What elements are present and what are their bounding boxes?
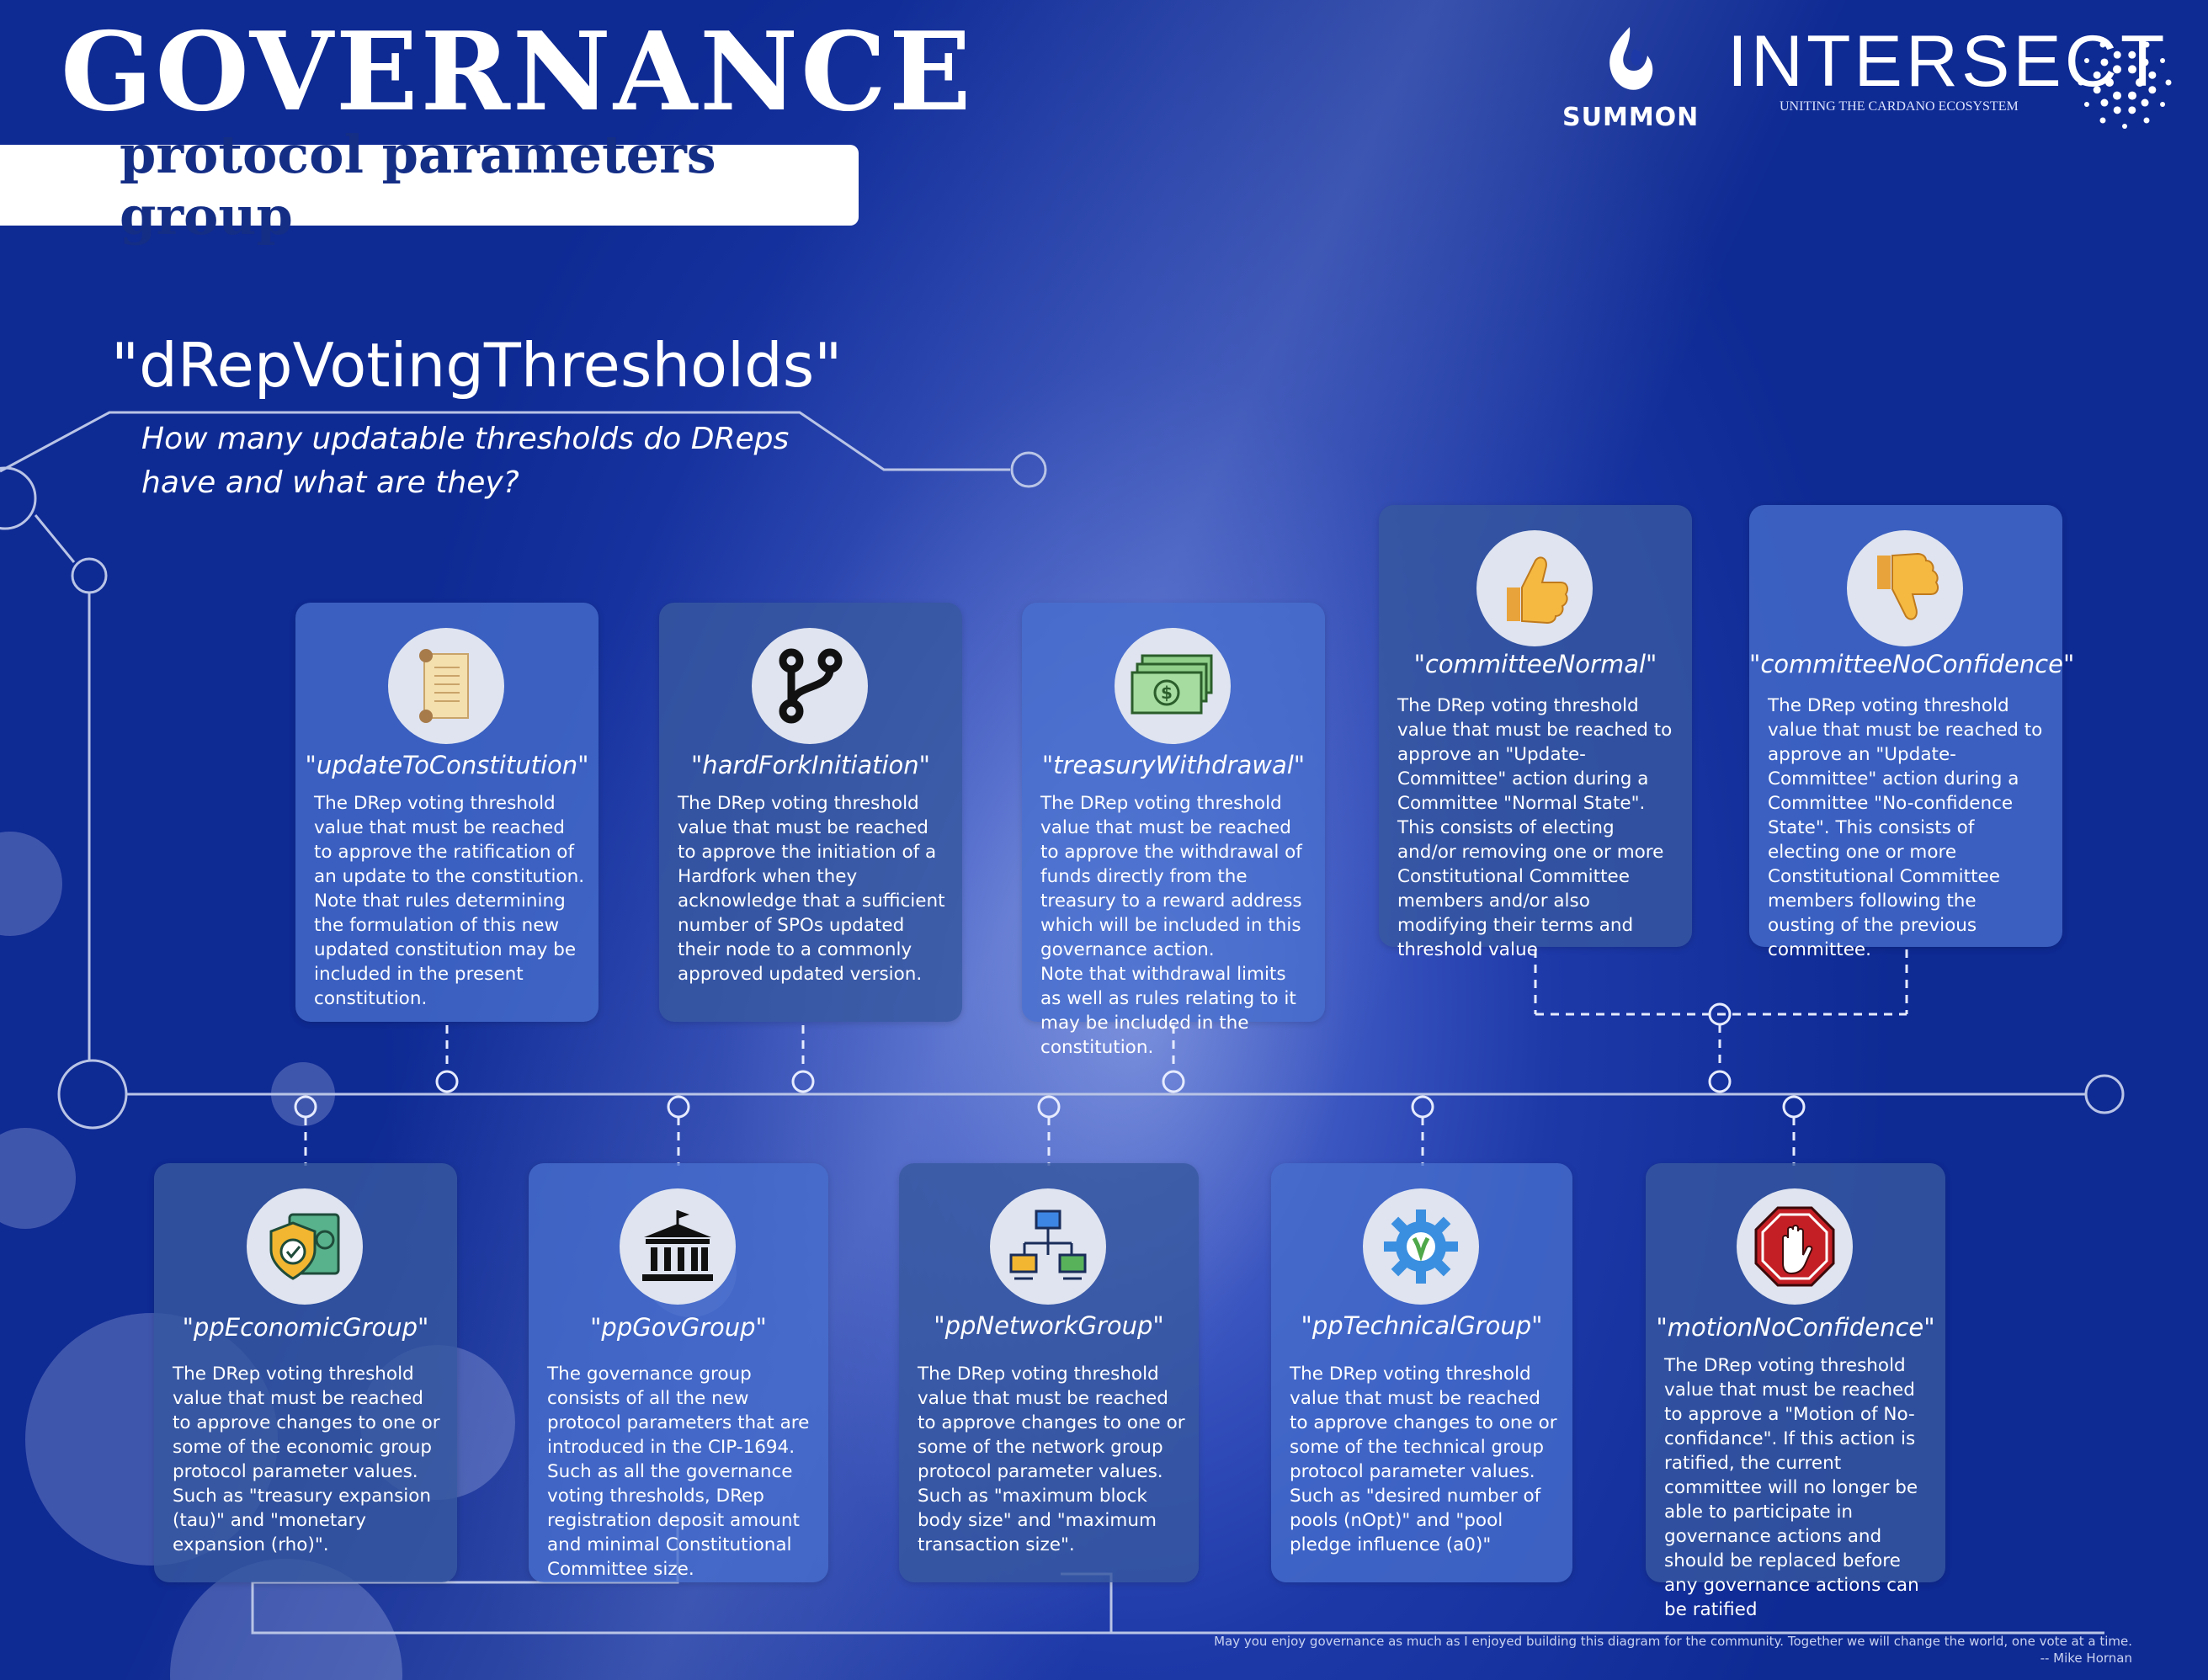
flame-icon [1609,27,1653,90]
footer-quote: May you enjoy governance as much as I en… [1214,1634,2132,1649]
scroll-icon [388,628,504,744]
card-hard-fork-initiation: "hardForkInitiation" The DRep voting thr… [659,603,962,1022]
card-name: "ppNetworkGroup" [934,1311,1164,1340]
card-name: "ppEconomicGroup" [182,1313,429,1342]
card-motion-no-confidence: "motionNoConfidence" The DRep voting thr… [1646,1163,1945,1620]
card-description: The DRep voting threshold value that mus… [1768,695,2043,960]
card-description: The DRep voting threshold value that mus… [1397,695,1673,960]
card-description: The DRep voting threshold value that mus… [173,1364,440,1555]
thumbs-down-icon [1847,530,1963,646]
summon-logo-text: SUMMON [1562,103,1700,132]
card-treasury-withdrawal: $ "treasuryWithdrawal" The DRep voting t… [1022,603,1325,1058]
card-pp-gov-group: "ppGovGroup" The governance group consis… [529,1163,828,1582]
government-building-icon [620,1188,736,1305]
thumbs-up-icon [1476,530,1593,646]
summon-logo: SUMMON [1562,24,1700,133]
card-description: The DRep voting threshold value that mus… [1040,793,1302,1058]
card-pp-economic-group: "ppEconomicGroup" The DRep voting thresh… [154,1163,457,1582]
intersect-tagline: UNITING THE CARDANO ECOSYSTEM [1780,99,2019,114]
card-name: "ppTechnicalGroup" [1301,1311,1543,1340]
intersect-logo: INTERSECT UNITING THE CARDANO ECOSYSTEM [1727,21,2168,135]
card-update-to-constitution: "updateToConstitution" The DRep voting t… [295,603,599,1022]
parameter-question: How many updatable thresholds do DReps h… [141,422,790,500]
card-name: "updateToConstitution" [305,751,589,779]
network-icon [990,1188,1106,1305]
card-pp-network-group: "ppNetworkGroup" The DRep voting thresho… [899,1163,1199,1582]
card-committee-normal: "committeeNormal" The DRep voting thresh… [1379,505,1692,960]
card-description: The DRep voting threshold value that mus… [918,1364,1185,1555]
card-description: The DRep voting threshold value that mus… [1664,1355,1919,1620]
card-committee-no-confidence: "committeeNoConfidence" The DRep voting … [1749,505,2075,960]
footer-author: -- Mike Hornan [2040,1651,2132,1666]
fork-icon [752,628,868,744]
subtitle-text: protocol parameters group [120,124,716,247]
gear-wrench-icon [1363,1188,1479,1305]
card-description: The DRep voting threshold value that mus… [314,793,585,1009]
card-name: "treasuryWithdrawal" [1041,751,1306,779]
card-name: "ppGovGroup" [590,1313,767,1342]
intersect-logo-text: INTERSECT [1727,21,2168,102]
cardano-icon [2066,24,2184,141]
stop-hand-icon [1737,1188,1853,1305]
card-name: "committeeNoConfidence" [1749,650,2075,678]
card-pp-technical-group: "ppTechnicalGroup" The DRep voting thres… [1271,1163,1572,1582]
card-name: "committeeNormal" [1413,650,1657,678]
shield-money-icon [247,1188,363,1305]
card-name: "motionNoConfidence" [1656,1313,1935,1342]
card-name: "hardForkInitiation" [690,751,931,779]
svg-text:$: $ [1161,683,1173,703]
footer: May you enjoy governance as much as I en… [1214,1633,2132,1667]
card-description: The governance group consists of all the… [547,1364,810,1580]
card-description: The DRep voting threshold value that mus… [678,793,945,985]
page-title: GOVERNANCE [61,9,974,136]
parameter-name: "dRepVotingThresholds" [111,330,843,401]
money-icon: $ [1115,628,1231,744]
subtitle-banner: protocol parameters group [0,124,859,247]
card-description: The DRep voting threshold value that mus… [1290,1364,1557,1555]
